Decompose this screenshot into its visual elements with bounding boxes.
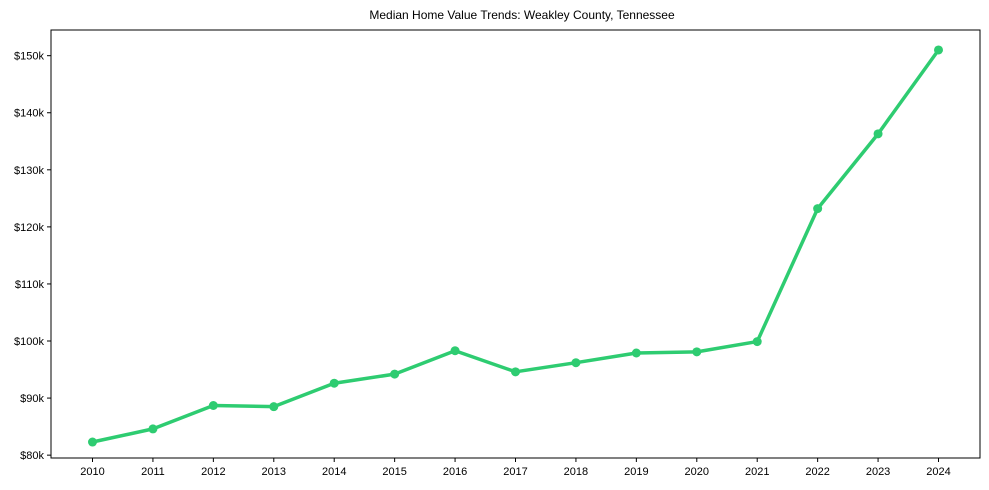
x-tick-label: 2012: [201, 466, 225, 478]
y-tick-label: $90k: [20, 393, 44, 405]
y-tick-label: $110k: [15, 279, 45, 291]
data-series: [88, 45, 943, 447]
x-tick-label: 2013: [262, 466, 286, 478]
data-point-marker: [692, 347, 702, 357]
x-tick-label: 2021: [745, 466, 769, 478]
x-tick-label: 2014: [322, 466, 346, 478]
data-point-marker: [571, 358, 581, 368]
x-tick-label: 2020: [685, 466, 709, 478]
series-line: [90, 48, 941, 444]
data-point-marker: [631, 348, 641, 358]
data-point-marker: [88, 437, 97, 447]
x-tick-label: 2019: [624, 466, 648, 478]
y-axis: $80k $90k $100k $110k $120k $130k $140k $150k: [14, 51, 51, 462]
data-point-marker: [269, 402, 279, 412]
plot-border: [50, 29, 981, 459]
x-tick-label: 2016: [443, 466, 467, 478]
y-tick-label: $140k: [14, 108, 44, 120]
data-point-marker: [752, 337, 762, 347]
data-point-marker: [148, 424, 158, 434]
x-tick-label: 2010: [80, 466, 104, 478]
x-tick-label: 2022: [805, 466, 829, 478]
x-tick-label: 2011: [141, 466, 165, 478]
y-tick-label: $130k: [14, 165, 44, 177]
data-point-marker: [813, 204, 823, 214]
y-tick-label: $120k: [14, 222, 44, 234]
x-tick-label: 2024: [926, 466, 950, 478]
data-point-marker: [934, 45, 943, 55]
data-point-marker: [329, 378, 339, 388]
x-tick-label: 2018: [564, 466, 588, 478]
chart-title: Median Home Value Trends: Weakley County…: [369, 8, 675, 22]
x-tick-label: 2015: [382, 466, 406, 478]
x-tick-label: 2023: [866, 466, 890, 478]
y-tick-label: $150k: [14, 51, 44, 63]
y-tick-label: $80k: [20, 450, 44, 462]
plot-area: [50, 29, 981, 459]
data-point-marker: [511, 367, 520, 377]
x-axis: 2010 2011 2012 2013 2014 2015 2016 2017 2018 2019…: [80, 458, 951, 478]
data-point-marker: [208, 400, 218, 410]
y-tick-label: $100k: [14, 336, 44, 348]
x-tick-label: 2017: [503, 466, 527, 478]
data-point-marker: [450, 346, 460, 356]
data-point-marker: [390, 369, 400, 379]
data-point-marker: [873, 129, 883, 139]
